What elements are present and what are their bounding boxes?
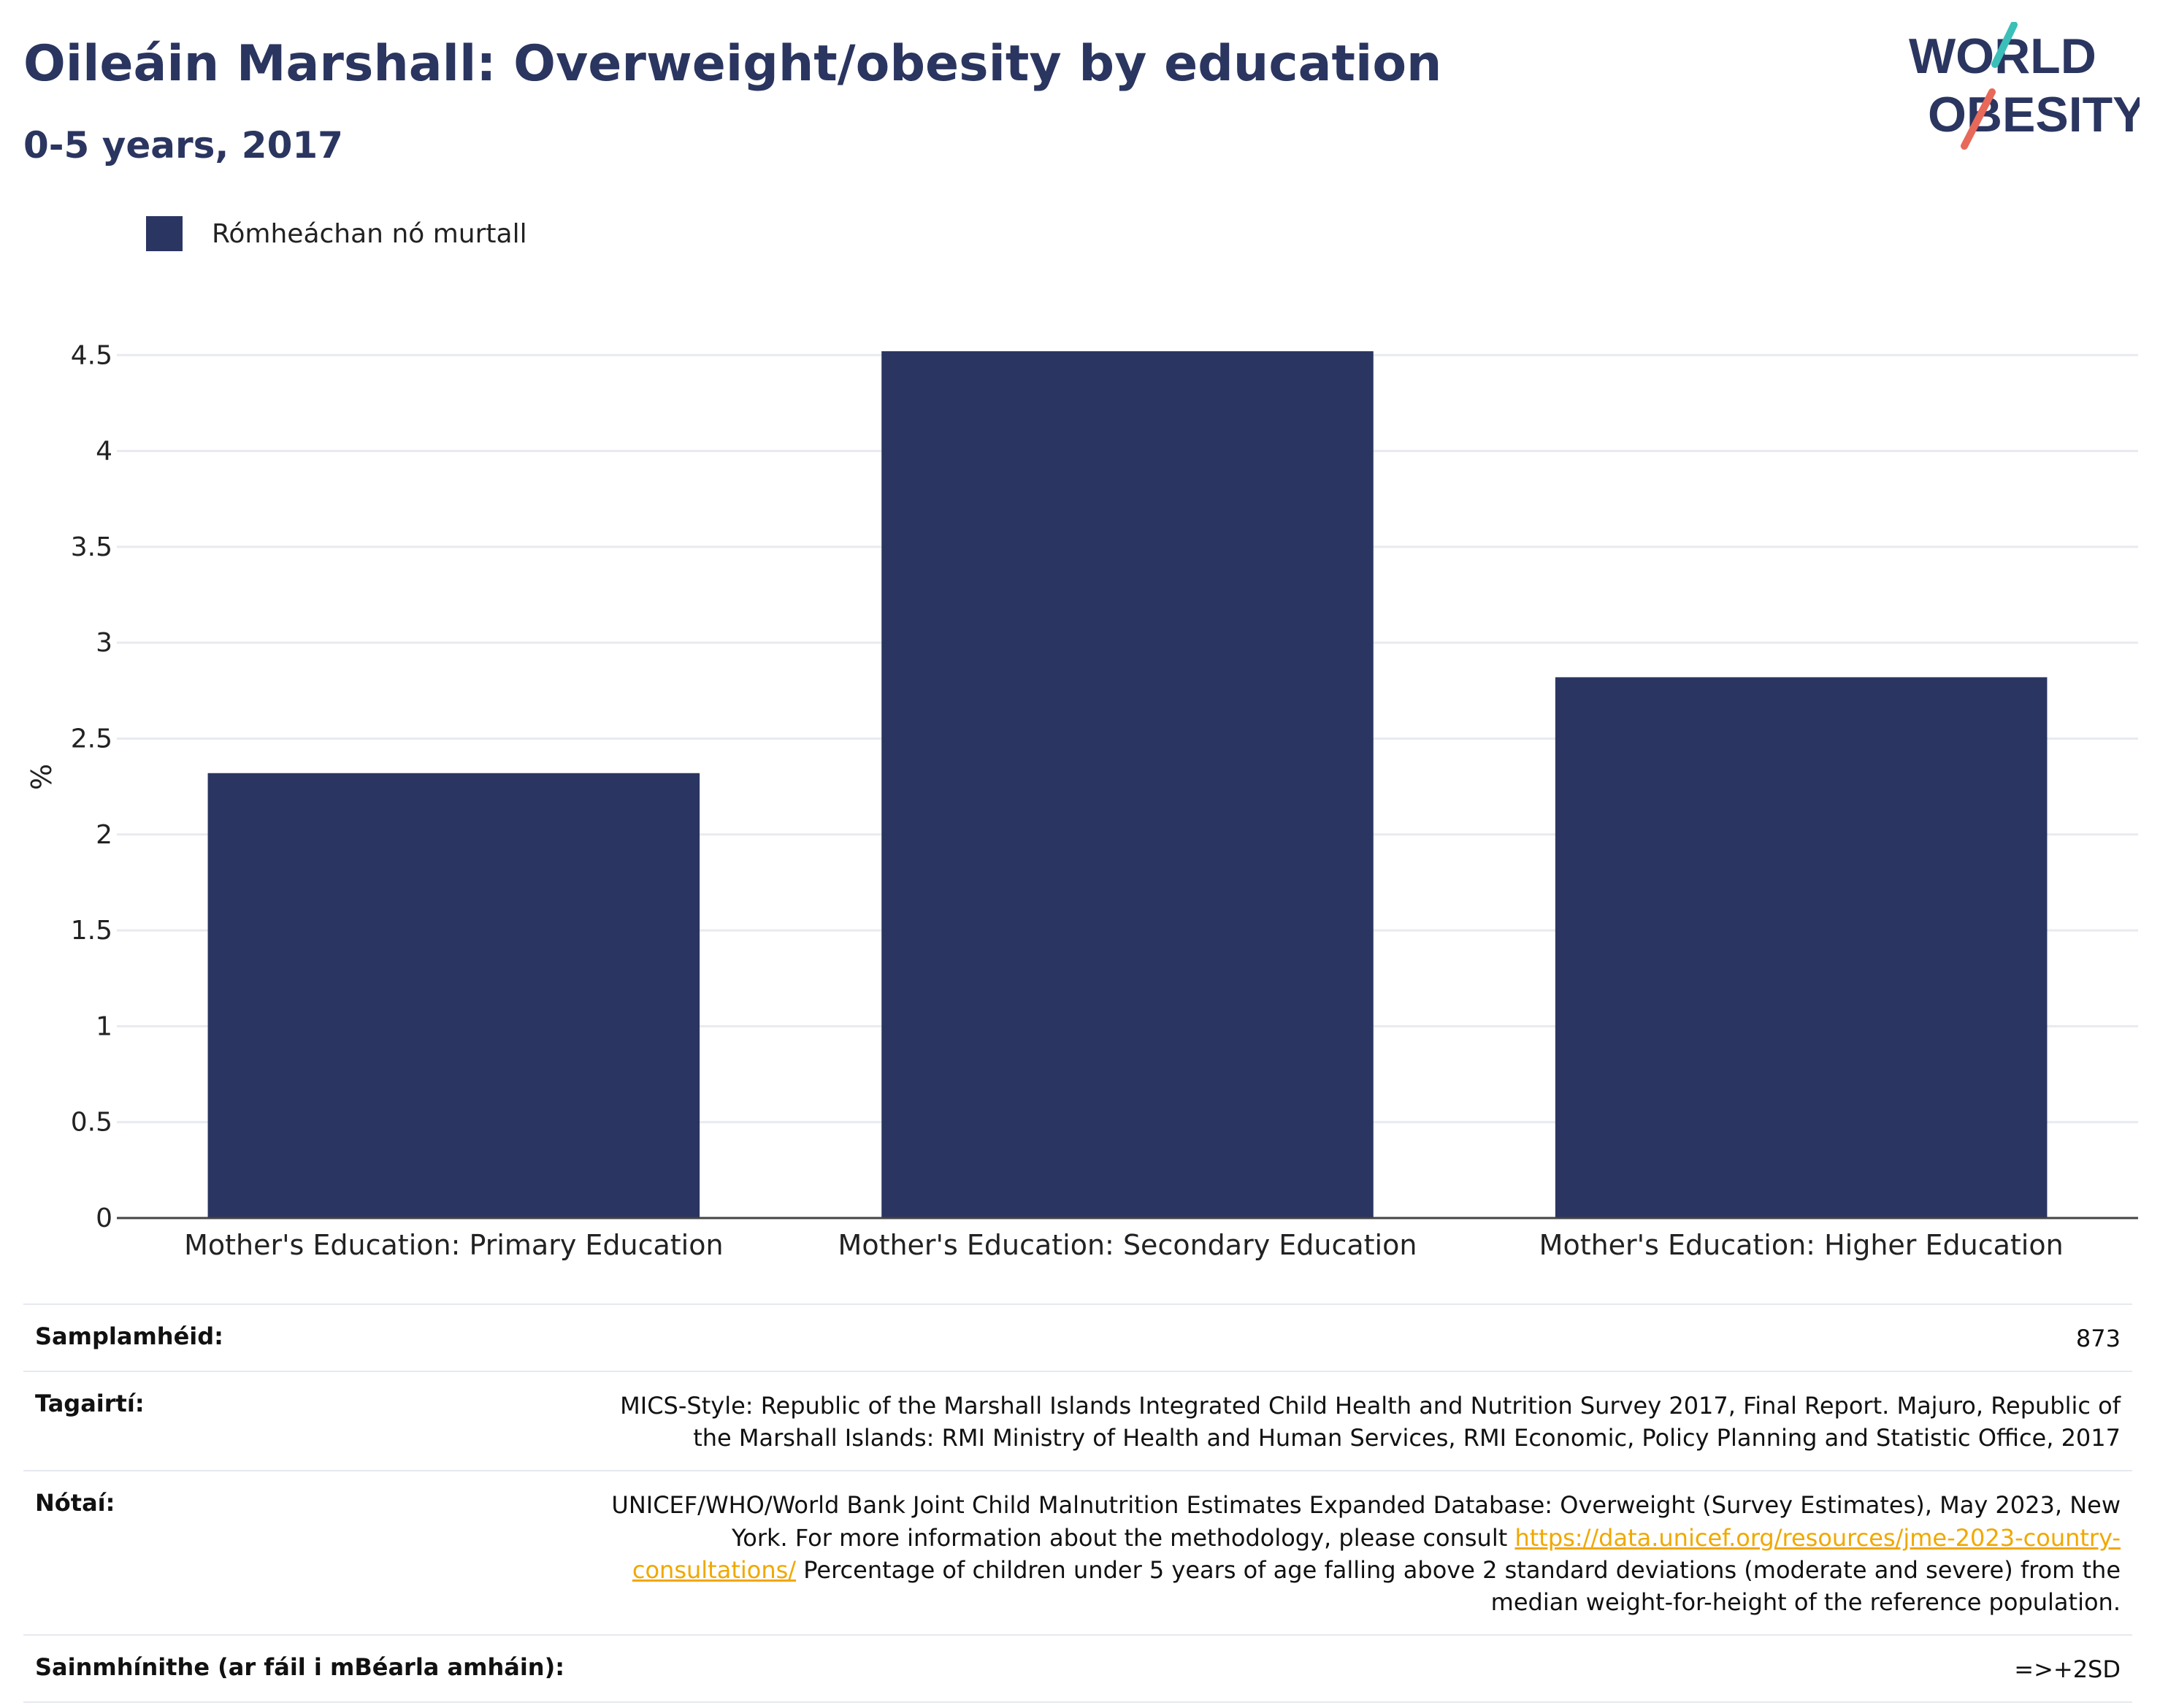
notes-label: Nótaí: [35,1489,115,1517]
sample-size-label: Samplamhéid: [35,1322,223,1350]
notes-value: UNICEF/WHO/World Bank Joint Child Malnut… [587,1489,2121,1618]
definitions-label: Sainmhínithe (ar fáil i mBéarla amháin): [35,1653,564,1682]
x-tick-label: Mother's Education: Higher Education [1539,1229,2064,1261]
notes-text-before: UNICEF/WHO/World Bank Joint Child Malnut… [611,1491,2121,1552]
notes-text-after: Percentage of children under 5 years of … [796,1555,2121,1616]
logo-line2: OBESITY [1928,87,2140,142]
methodology-link[interactable]: https://data.unicef.org/resources/jme-20… [632,1523,2121,1584]
legend-swatch [146,216,183,251]
x-tick-label: Mother's Education: Primary Education [184,1229,724,1261]
y-tick-label: 3.5 [71,532,112,562]
legend-label: Rómheáchan nó murtall [212,218,527,249]
info-row-definitions: Sainmhínithe (ar fáil i mBéarla amháin):… [23,1634,2132,1704]
references-value: MICS-Style: Republic of the Marshall Isl… [620,1392,2121,1452]
y-tick-label: 0.5 [71,1108,112,1138]
world-obesity-logo: WORLD OBESITY [1906,21,2146,153]
y-tick-label: 3 [96,628,112,658]
sample-size-value: 873 [2075,1325,2121,1352]
x-tick-label: Mother's Education: Secondary Education [838,1229,1417,1261]
bar [1555,677,2048,1218]
y-tick-label: 1.5 [71,916,112,946]
references-label: Tagairtí: [35,1390,145,1418]
y-axis-label: % [26,764,58,790]
chart-subtitle: 0-5 years, 2017 [23,124,343,166]
info-row-sample-size: Samplamhéid: 873 [23,1303,2132,1371]
y-tick-label: 0 [96,1203,112,1233]
chart-title: Oileáin Marshall: Overweight/obesity by … [23,35,1442,93]
definitions-value: =>+2SD [2014,1655,2121,1684]
bar-chart: 0 0.5 1 1.5 2 2.5 3 3.5 4 4.5% Mother's Education:… [26,340,2138,1261]
y-tick-label: 4.5 [71,340,112,370]
logo-slash-teal [1991,21,2018,68]
y-tick-label: 2 [96,820,112,850]
bar [881,351,1374,1219]
y-tick-label: 1 [96,1011,112,1041]
logo-slash-red [1961,88,1996,150]
bar [207,773,700,1218]
info-row-notes: Nótaí: UNICEF/WHO/World Bank Joint Child… [23,1470,2132,1634]
y-tick-label: 4 [96,437,112,467]
legend: Rómheáchan nó murtall [146,216,527,251]
info-row-references: Tagairtí: MICS-Style: Republic of the Ma… [23,1371,2132,1470]
info-table: Samplamhéid: 873 Tagairtí: MICS-Style: R… [23,1303,2132,1704]
y-tick-label: 2.5 [71,724,112,754]
